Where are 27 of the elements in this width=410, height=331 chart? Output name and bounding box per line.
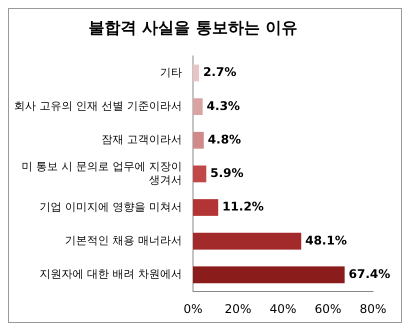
x-tick-label: 0%	[183, 302, 203, 316]
data-label: 67.4%	[348, 266, 390, 281]
bar	[193, 199, 218, 216]
data-label: 4.8%	[208, 132, 242, 146]
x-tick-label: 60%	[314, 302, 342, 316]
data-label: 11.2%	[222, 200, 264, 214]
x-tick-label: 80%	[360, 302, 386, 316]
y-tick-label: 잠재 고객이라서	[102, 133, 182, 146]
x-tick-label: 20%	[224, 302, 252, 316]
bar	[193, 98, 203, 116]
bar	[193, 266, 345, 284]
bar	[193, 64, 200, 82]
data-label: 48.1%	[305, 233, 347, 248]
y-tick-label: 기본적인 채용 매너라서	[65, 234, 182, 248]
bar	[193, 132, 204, 149]
x-tick-label: 40%	[270, 302, 296, 316]
data-label: 4.3%	[206, 98, 240, 113]
y-tick-label: 기타	[160, 66, 182, 79]
y-tick-label: 미 통보 시 문의로 업무에 지장이 생겨서	[22, 160, 182, 186]
data-label: 2.7%	[203, 65, 236, 80]
chart-title: 불합격 사실을 통보하는 이유	[88, 18, 298, 37]
bar	[193, 165, 206, 182]
data-label: 5.9%	[210, 166, 244, 180]
y-tick-label: 회사 고유의 인재 선별 기준이라서	[14, 100, 182, 112]
y-tick-label: 지원자에 대한 배려 차원에서	[40, 268, 182, 281]
bar	[193, 232, 302, 250]
y-tick-label: 기업 이미지에 영향을 미쳐서	[40, 200, 182, 214]
